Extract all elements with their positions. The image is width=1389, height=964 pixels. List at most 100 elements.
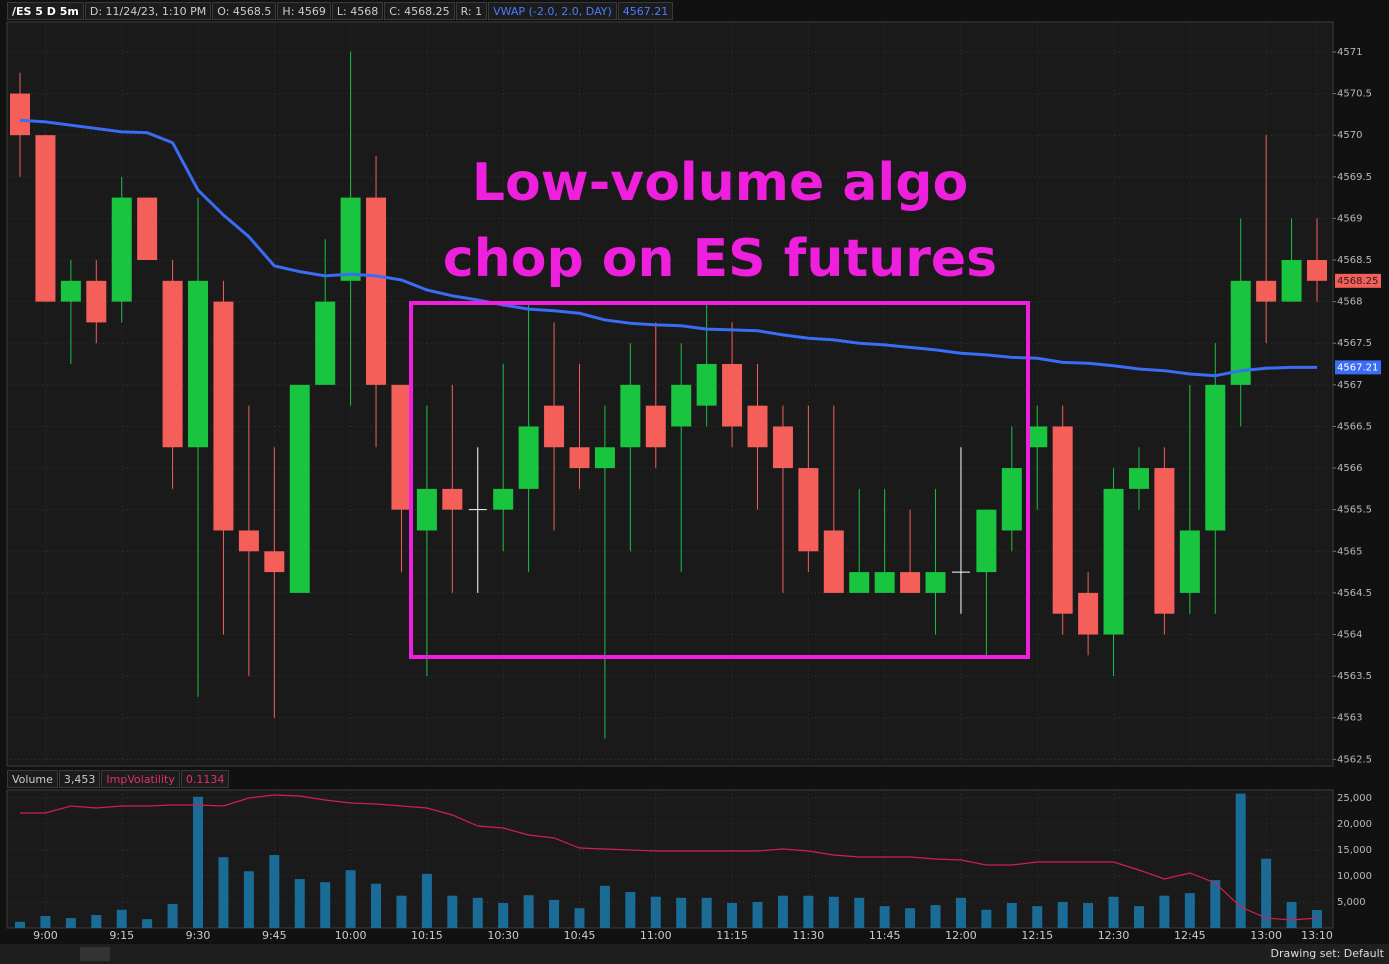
candle-body — [366, 197, 387, 385]
candle-body — [671, 384, 692, 427]
candle-body — [391, 384, 412, 510]
annotation: chop on ES futures — [443, 229, 997, 289]
candle-body — [315, 301, 336, 385]
candle-body — [340, 197, 361, 281]
candle-body — [188, 280, 209, 448]
volume-bar — [1108, 896, 1119, 928]
volume-label: Volume — [7, 770, 58, 788]
volume-bar — [116, 909, 127, 928]
x-tick-label: 10:15 — [411, 929, 443, 942]
candle-body — [798, 468, 819, 552]
volume-bar — [1057, 901, 1068, 928]
candle-body — [35, 135, 56, 302]
volume-bar — [1032, 906, 1043, 928]
drawing-set[interactable]: Drawing set: Default — [1271, 947, 1385, 960]
candle-body — [900, 572, 921, 593]
candle-body — [111, 197, 132, 302]
x-tick-label: 11:30 — [793, 929, 825, 942]
y-tick-label: 5,000 — [1337, 897, 1366, 908]
volume-bar — [320, 882, 331, 928]
volume-bar — [727, 903, 738, 928]
candle-body — [1078, 592, 1099, 635]
candle-body — [925, 572, 946, 593]
candle-body — [594, 447, 615, 469]
y-tick-label: 4565 — [1337, 546, 1362, 557]
candle-body — [1179, 530, 1200, 593]
y-tick-label: 4567.5 — [1337, 338, 1372, 349]
bottom-bar — [0, 944, 1389, 964]
vwap-tag — [1335, 360, 1381, 375]
candle-body — [620, 384, 641, 448]
candle-body — [213, 301, 234, 531]
y-tick-label: 4570 — [1337, 130, 1362, 141]
symbol[interactable]: /ES 5 D 5m — [7, 2, 84, 20]
candle-body — [442, 488, 463, 510]
vwap-line — [19, 118, 1317, 378]
candle-body — [238, 530, 259, 552]
y-tick-label: 10,000 — [1337, 871, 1372, 882]
volume-bar — [15, 921, 25, 928]
y-tick-label: 4564.5 — [1337, 588, 1372, 599]
volume-bar — [777, 895, 788, 928]
volume-bar — [523, 895, 534, 928]
x-tick-label: 10:45 — [564, 929, 596, 942]
volume-bar — [269, 855, 280, 928]
scroll-button[interactable] — [80, 947, 110, 961]
candle-body — [1001, 468, 1022, 531]
header-item: O: 4568.5 — [212, 2, 277, 20]
y-tick-label: 4568.5 — [1337, 255, 1372, 266]
candle-body — [86, 280, 107, 323]
candle-body — [569, 447, 590, 469]
y-tick-label: 4565.5 — [1337, 505, 1372, 516]
x-tick-label: 9:45 — [262, 929, 287, 942]
volume-bar — [396, 895, 407, 928]
volume-bar — [930, 905, 941, 928]
candle-body — [747, 405, 768, 448]
candle-body — [722, 364, 743, 427]
x-tick-label: 9:00 — [33, 929, 58, 942]
ivol-value: 0.1134 — [180, 770, 230, 788]
y-tick-label: 4562.5 — [1337, 754, 1372, 765]
volume-bar — [40, 916, 51, 928]
ivol-label: ImpVolatility — [101, 770, 180, 788]
volume-bar — [421, 873, 432, 928]
header-item: C: 4568.25 — [384, 2, 455, 20]
candle-body — [1128, 468, 1149, 489]
candle-body — [416, 488, 437, 531]
y-tick-label: 4566.5 — [1337, 421, 1372, 432]
volume-bar — [879, 906, 890, 928]
x-tick-label: 11:00 — [640, 929, 672, 942]
volume-bar — [574, 908, 585, 928]
header-item: H: 4569 — [277, 2, 331, 20]
header-item: L: 4568 — [331, 2, 384, 20]
candle-body — [1027, 426, 1048, 448]
annotation: Low-volume algo — [472, 153, 968, 213]
volume-bar — [294, 879, 305, 928]
volume-bar — [828, 896, 839, 928]
volume-bar — [1083, 903, 1094, 928]
volume-bar — [549, 899, 560, 928]
volume-bar — [854, 897, 865, 928]
x-tick-label: 11:15 — [716, 929, 748, 942]
x-tick-label: 12:30 — [1098, 929, 1130, 942]
volume-bar — [371, 883, 382, 928]
volume-bar — [1235, 793, 1246, 928]
x-tick-label: 13:10 — [1301, 929, 1333, 942]
volume-bar — [1133, 906, 1144, 928]
header-item: R: 1 — [455, 2, 488, 20]
volume-bar — [91, 914, 102, 928]
y-tick-label: 4570.5 — [1337, 89, 1372, 100]
y-tick-label: 20,000 — [1337, 819, 1372, 830]
candle-body — [1052, 426, 1073, 614]
volume-bar — [167, 904, 178, 928]
x-tick-label: 9:30 — [186, 929, 211, 942]
volume-bar — [345, 870, 356, 928]
header: /ES 5 D 5m D: 11/24/23, 1:10 PM O: 4568.… — [7, 2, 674, 20]
volume-bar — [243, 871, 254, 928]
volume-bar — [1159, 895, 1170, 928]
y-tick-label: 15,000 — [1337, 845, 1372, 856]
volume-bar — [218, 857, 229, 928]
candle-body — [823, 530, 844, 593]
y-tick-label: 4563 — [1337, 713, 1362, 724]
y-tick-label: 4564 — [1337, 630, 1362, 641]
